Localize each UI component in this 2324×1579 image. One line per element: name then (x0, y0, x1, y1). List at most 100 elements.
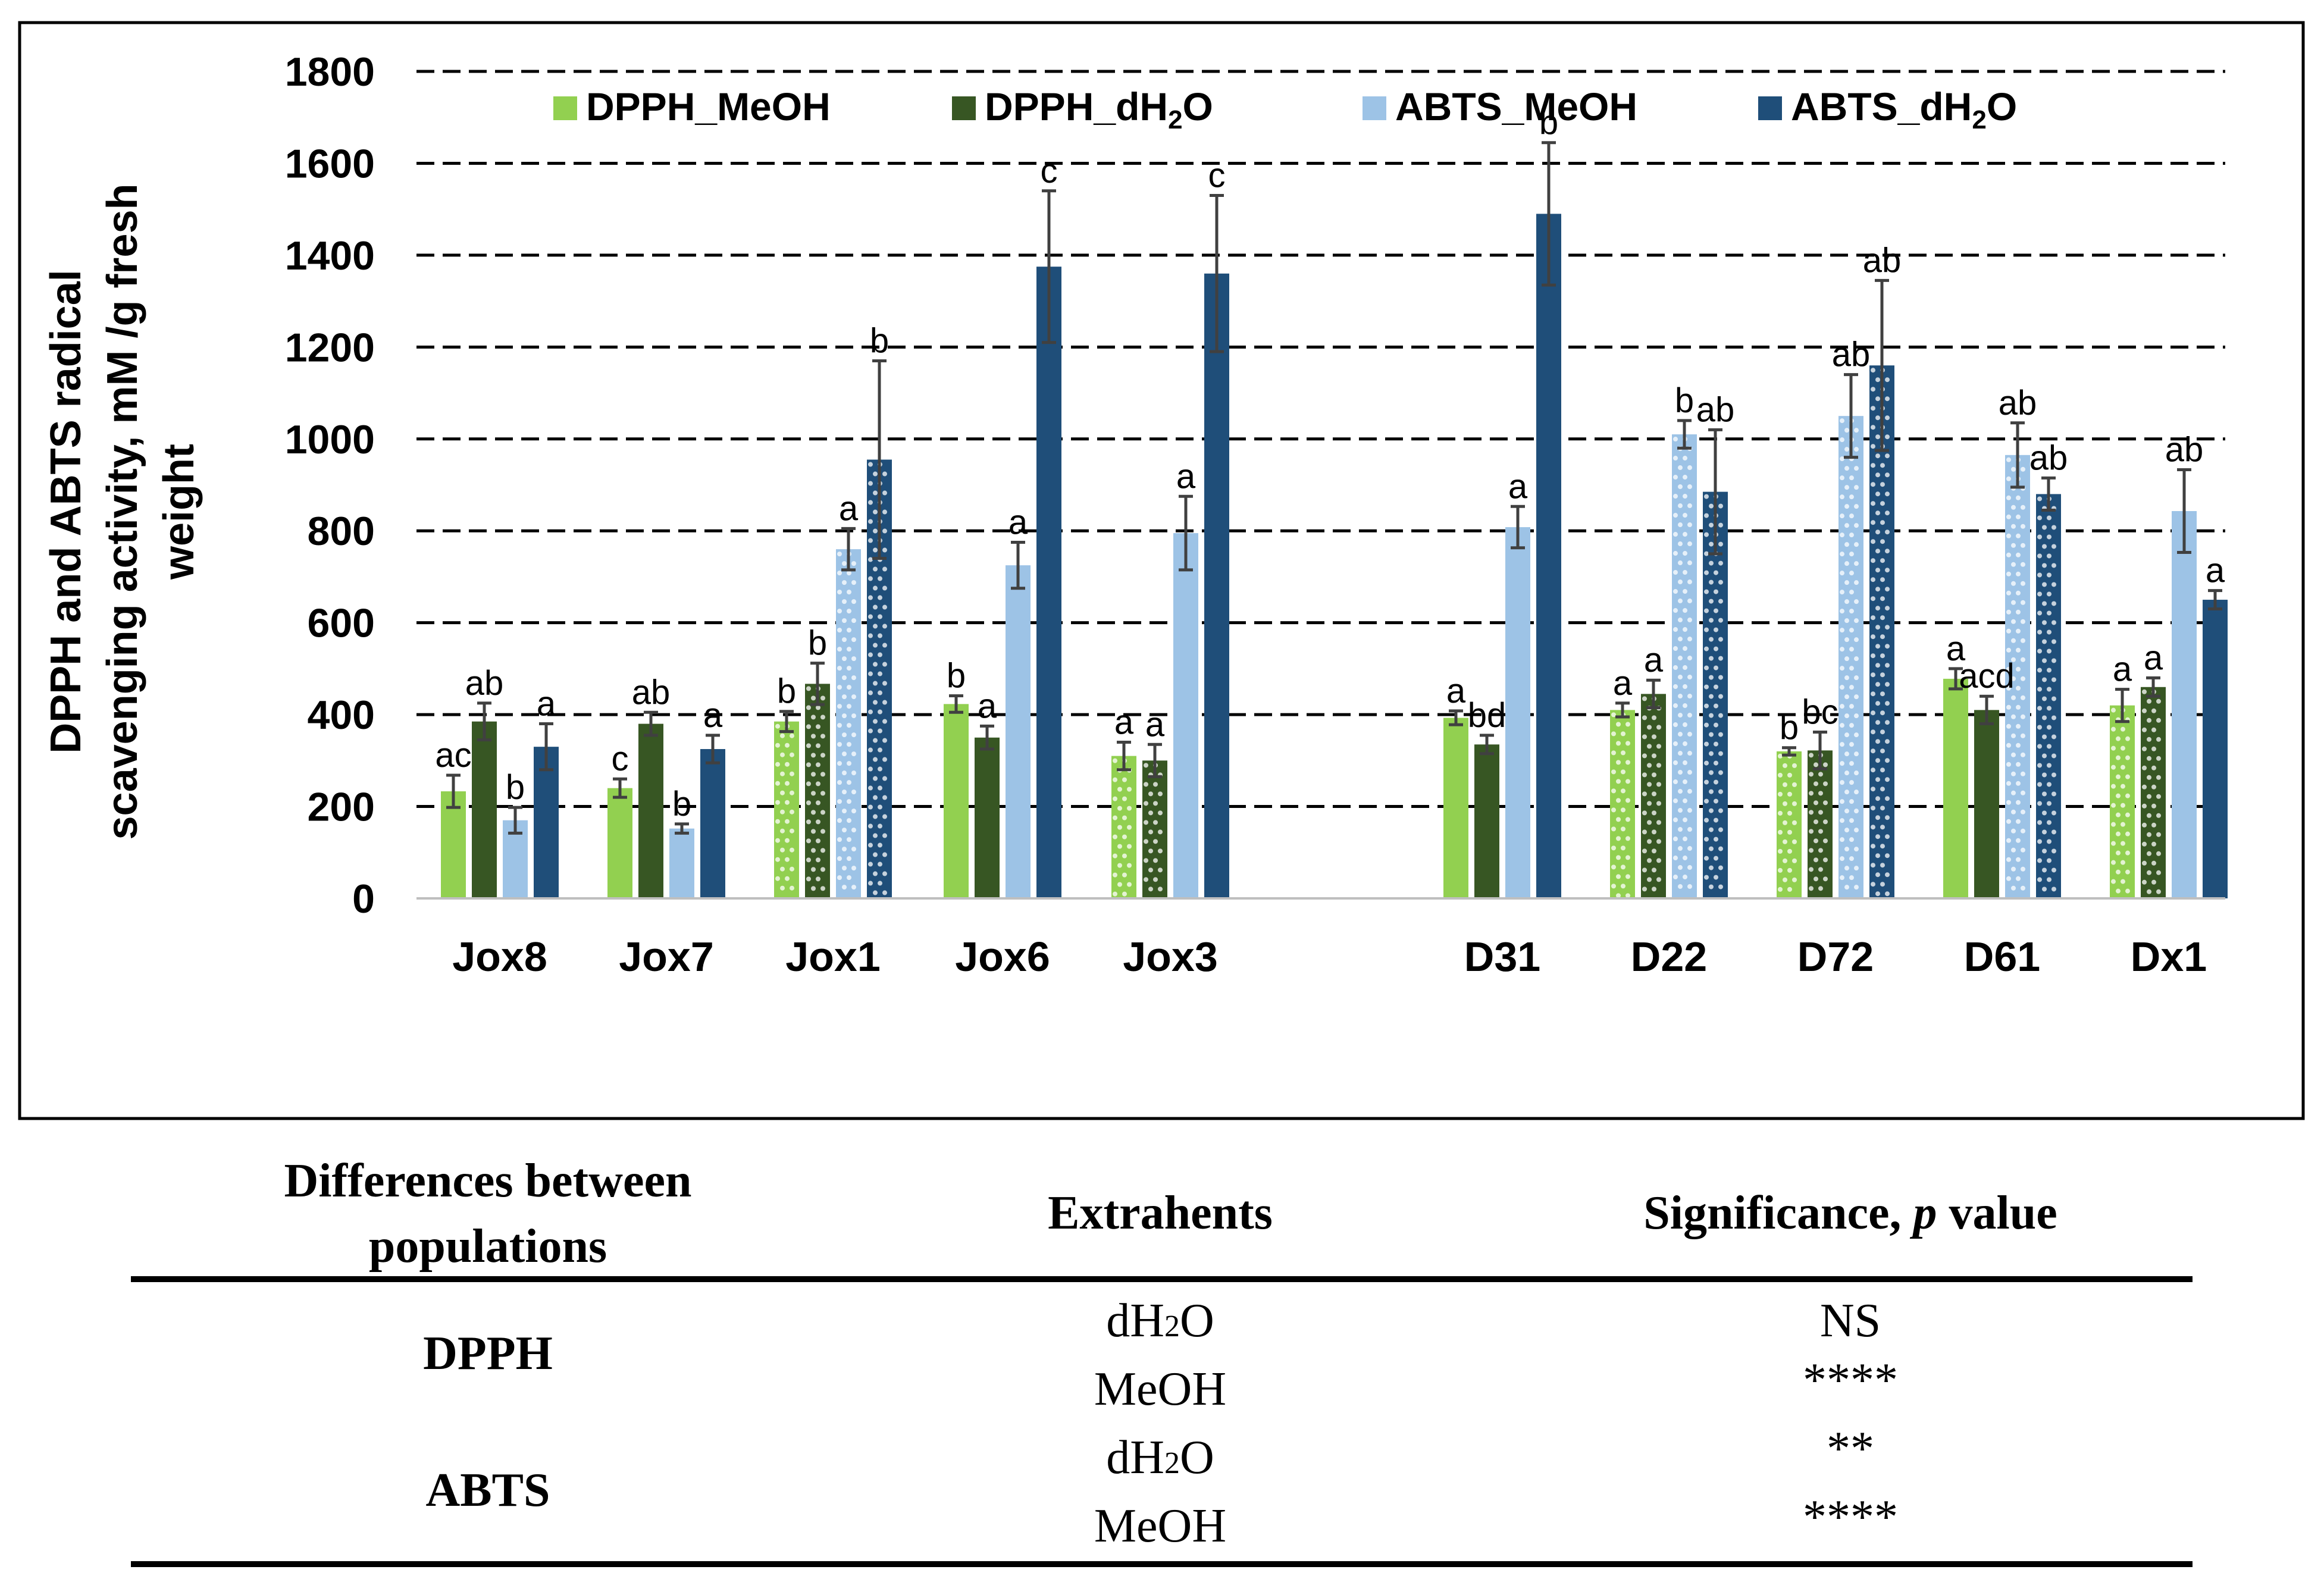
hatch-dot (2051, 601, 2056, 606)
hatch-dot (2051, 829, 2056, 835)
bar-DPPH_dH2O-Dx1 (2141, 687, 2166, 898)
hatch-dot (2051, 772, 2056, 778)
hatch-dot (1787, 810, 1792, 816)
hatch-dot (2037, 839, 2042, 844)
hatch-dot (2016, 590, 2021, 596)
hatch-dot (780, 847, 785, 853)
significance-table: Differences between populations Extrahen… (0, 1119, 2324, 1579)
hatch-dot (842, 866, 847, 871)
hatch-dot (1709, 656, 1714, 661)
hatch-dot (2047, 744, 2051, 749)
bar-ABTS_dH2O-D61 (2036, 494, 2061, 898)
hatch-dot (790, 847, 794, 853)
hatch-dot (785, 742, 790, 748)
hatch-dot (2051, 677, 2056, 682)
hatch-dot (842, 580, 847, 585)
bar-hatch-ABTS_dH2O-D61 (2037, 496, 2056, 892)
hatch-dot (1849, 513, 1854, 519)
hatch-dot (1718, 522, 1723, 528)
hatch-dot (1778, 772, 1783, 778)
hatch-dot (2116, 850, 2121, 856)
hatch-dot (882, 585, 887, 591)
hatch-dot (1880, 825, 1885, 830)
hatch-dot (1840, 685, 1844, 690)
hatch-dot (790, 885, 794, 891)
hatch-dot (2006, 609, 2011, 615)
hatch-dot (1625, 893, 1630, 898)
legend-label-DPPH_dH2O: DPPH_dH2O (985, 84, 1213, 134)
hatch-dot (1809, 848, 1814, 853)
hatch-dot (2051, 658, 2056, 663)
hatch-dot (1840, 628, 1844, 633)
hatch-dot (1875, 739, 1880, 744)
hatch-dot (1840, 590, 1844, 595)
hatch-dot (2142, 841, 2147, 847)
hatch-dot (1718, 770, 1723, 775)
hatch-dot (1854, 847, 1859, 852)
y-axis-label-line: DPPH and ABTS radical (42, 270, 90, 754)
hatch-dot (1625, 855, 1630, 860)
hatch-dot (1783, 782, 1787, 787)
hatch-dot (790, 771, 794, 776)
significance-letter: ab (465, 664, 504, 703)
bar-hatch-ABTS_MeOH-D22 (1673, 437, 1692, 889)
hatch-dot (1844, 790, 1849, 795)
hatch-dot (873, 833, 878, 838)
hatch-dot (1117, 863, 1122, 868)
hatch-dot (1840, 704, 1844, 709)
hatch-dot (820, 715, 825, 720)
hatch-dot (2042, 715, 2047, 720)
hatch-dot (2037, 572, 2042, 578)
hatch-dot (1122, 891, 1127, 897)
hatch-dot (1642, 696, 1647, 701)
hatch-dot (1885, 510, 1890, 516)
hatch-dot (2037, 782, 2042, 787)
significance-letter: a (1114, 703, 1134, 741)
hatch-dot (1714, 837, 1718, 842)
hatch-dot (1840, 837, 1844, 842)
hatch-dot (1818, 772, 1823, 777)
hatch-dot (1809, 829, 1814, 834)
hatch-dot (1885, 796, 1890, 801)
table-header-p-symbol: p (1913, 1187, 1937, 1239)
hatch-dot (1656, 839, 1661, 844)
hatch-dot (2047, 820, 2051, 825)
hatch-dot (2047, 763, 2051, 768)
hatch-dot (1885, 815, 1890, 820)
hatch-dot (2047, 858, 2051, 863)
hatch-dot (1642, 886, 1647, 892)
hatch-dot (1704, 627, 1709, 632)
hatch-dot (2011, 657, 2016, 662)
hatch-dot (1809, 772, 1814, 777)
hatch-dot (1678, 789, 1683, 794)
hatch-dot (1144, 763, 1148, 768)
hatch-dot (1678, 808, 1683, 813)
hatch-dot (2037, 725, 2042, 730)
legend-swatch-ABTS_MeOH (1363, 96, 1386, 120)
hatch-dot (1647, 877, 1652, 882)
hatch-dot (806, 838, 811, 844)
hatch-dot (1880, 653, 1885, 659)
hatch-dot (2016, 533, 2021, 538)
hatch-dot (1880, 863, 1885, 868)
hatch-dot (1158, 791, 1163, 797)
hatch-dot (1880, 787, 1885, 792)
hatch-dot (1687, 484, 1692, 490)
significance-letter: ab (632, 673, 671, 712)
hatch-dot (868, 557, 873, 562)
hatch-dot (2047, 839, 2051, 844)
hatch-dot (873, 509, 878, 515)
hatch-dot (1818, 829, 1823, 834)
hatch-dot (1880, 767, 1885, 773)
hatch-dot (2111, 784, 2116, 789)
hatch-dot (2042, 639, 2047, 644)
hatch-dot (837, 742, 842, 747)
hatch-dot (2116, 812, 2121, 817)
hatch-dot (1885, 682, 1890, 687)
hatch-dot (1849, 647, 1854, 652)
bar-ABTS_dH2O-D22 (1703, 491, 1728, 898)
hatch-dot (2021, 638, 2025, 643)
hatch-dot (816, 857, 820, 863)
hatch-dot (1673, 532, 1678, 537)
hatch-dot (1656, 820, 1661, 825)
